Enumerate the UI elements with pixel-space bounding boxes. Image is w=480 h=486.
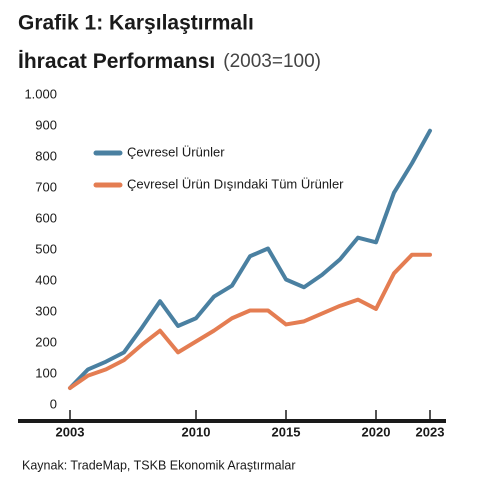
x-tick-label: 2023 xyxy=(416,424,445,439)
chart-subtitle: (2003=100) xyxy=(223,51,321,72)
x-tick-label: 2020 xyxy=(362,424,391,439)
chart-title: İhracat Performansı (2003=100) xyxy=(18,50,321,73)
y-tick-label: 300 xyxy=(35,303,57,318)
x-tick-label: 2003 xyxy=(56,424,85,439)
chart-title: İhracat Performansı xyxy=(18,50,215,73)
y-tick-label: 500 xyxy=(35,241,57,256)
x-tick-label: 2015 xyxy=(272,424,301,439)
y-tick-label: 0 xyxy=(50,396,57,411)
legend-label: Çevresel Ürünler xyxy=(127,144,225,159)
y-tick-label: 400 xyxy=(35,272,57,287)
legend-label: Çevresel Ürün Dışındaki Tüm Ürünler xyxy=(127,176,344,191)
y-tick-label: 800 xyxy=(35,148,57,163)
y-tick-label: 200 xyxy=(35,334,57,349)
series-line xyxy=(68,128,432,390)
y-tick-label: 600 xyxy=(35,210,57,225)
series-line xyxy=(68,252,432,390)
y-tick-label: 700 xyxy=(35,179,57,194)
y-tick-label: 100 xyxy=(35,365,57,380)
chart-title: Grafik 1: Karşılaştırmalı xyxy=(18,12,254,35)
x-tick-label: 2010 xyxy=(182,424,211,439)
y-tick-label: 1.000 xyxy=(24,86,57,101)
y-tick-label: 900 xyxy=(35,117,57,132)
source: Kaynak: TradeMap, TSKB Ekonomik Araştırm… xyxy=(22,458,296,472)
